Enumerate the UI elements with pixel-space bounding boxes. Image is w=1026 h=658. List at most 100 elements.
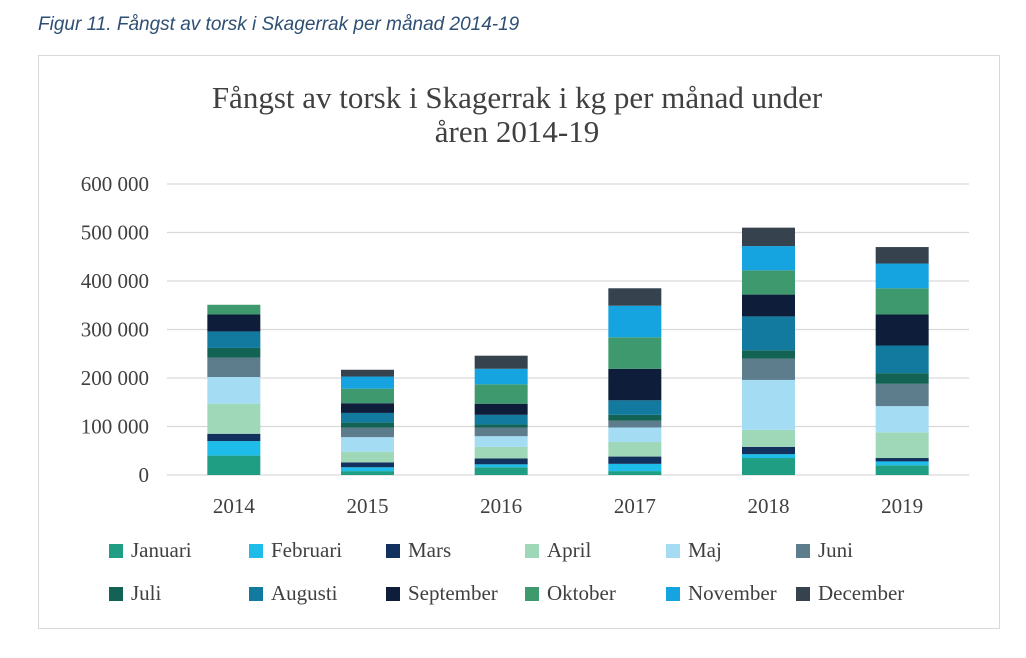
bar-segment-februari — [207, 441, 261, 456]
bar-segment-augusti — [742, 316, 795, 351]
bar-segment-juni — [341, 427, 394, 438]
gridlines — [167, 183, 969, 476]
bar-segment-februari — [875, 461, 929, 466]
bar-segment-juni — [608, 420, 662, 428]
bar-stack-2015 — [341, 369, 394, 475]
bar-segment-juli — [608, 414, 662, 421]
chart-frame: Fångst av torsk i Skagerrak i kg per mån… — [38, 55, 1000, 629]
bar-segment-juni — [474, 427, 528, 437]
y-tick-label: 500 000 — [81, 221, 149, 245]
y-tick-label: 600 000 — [81, 172, 149, 196]
bar-segment-oktober — [608, 337, 662, 369]
bar-stack-2016 — [474, 355, 528, 475]
y-tick-label: 300 000 — [81, 318, 149, 342]
legend-label: Maj — [688, 538, 722, 562]
legend-swatch — [525, 587, 539, 601]
bar-segment-april — [875, 432, 929, 459]
bar-segment-mars — [608, 456, 662, 464]
y-tick-label: 200 000 — [81, 366, 149, 390]
bar-segment-november — [341, 376, 394, 389]
legend-label: September — [408, 581, 498, 605]
legend-label: Juli — [131, 581, 162, 605]
chart-title-line-2: åren 2014-19 — [435, 114, 599, 149]
figure-caption: Figur 11. Fångst av torsk i Skagerrak pe… — [38, 14, 520, 35]
bar-segment-juli — [474, 424, 528, 428]
bar-segment-januari — [207, 455, 261, 475]
bar-segment-mars — [875, 458, 929, 462]
x-tick-label: 2016 — [480, 494, 522, 518]
legend-item-augusti: Augusti — [249, 581, 338, 605]
bar-segment-augusti — [207, 331, 261, 348]
legend-label: Januari — [131, 538, 192, 562]
legend-item-september: September — [386, 581, 498, 605]
bar-segment-juli — [207, 347, 261, 358]
y-axis-ticks: 0 100 000 200 000 300 000 400 000 500 000 600 … — [81, 172, 149, 487]
bars — [207, 227, 929, 475]
stacked-bar-chart: Fångst av torsk i Skagerrak i kg per mån… — [81, 80, 969, 605]
y-tick-label: 400 000 — [81, 269, 149, 293]
bar-stack-2018 — [742, 227, 795, 475]
legend-item-maj: Maj — [666, 538, 722, 562]
bar-segment-mars — [341, 462, 394, 468]
legend-item-mars: Mars — [386, 538, 451, 562]
chart-title-line-1: Fångst av torsk i Skagerrak i kg per mån… — [212, 80, 823, 115]
bar-segment-maj — [474, 436, 528, 447]
bar-segment-februari — [474, 464, 528, 468]
legend-label: December — [818, 581, 904, 605]
legend-label: November — [688, 581, 777, 605]
legend-item-april: April — [525, 538, 591, 562]
x-tick-label: 2019 — [881, 494, 923, 518]
legend-item-juni: Juni — [796, 538, 853, 562]
x-tick-label: 2017 — [614, 494, 656, 518]
bar-segment-november — [474, 368, 528, 385]
bar-segment-november — [742, 246, 795, 271]
bar-segment-april — [474, 446, 528, 459]
bar-segment-januari — [474, 467, 528, 475]
bar-segment-maj — [742, 379, 795, 430]
bar-segment-december — [474, 355, 528, 369]
x-tick-label: 2014 — [213, 494, 256, 518]
bar-segment-oktober — [474, 384, 528, 404]
x-tick-label: 2018 — [748, 494, 790, 518]
bar-segment-mars — [742, 446, 795, 455]
bar-segment-juni — [875, 383, 929, 407]
bar-segment-februari — [742, 454, 795, 459]
bar-segment-februari — [608, 463, 662, 472]
legend-swatch — [109, 587, 123, 601]
legend-swatch — [525, 544, 539, 558]
bar-segment-oktober — [341, 388, 394, 404]
legend: Januari Februari Mars April Maj Juni Juli Augus… — [109, 538, 904, 605]
legend-swatch — [109, 544, 123, 558]
bar-segment-april — [742, 429, 795, 447]
legend-swatch — [666, 587, 680, 601]
x-axis-ticks: 2014 2015 2016 2017 2018 2019 — [213, 494, 923, 518]
legend-swatch — [249, 544, 263, 558]
bar-segment-november — [875, 263, 929, 289]
legend-label: April — [547, 538, 591, 562]
bar-segment-oktober — [875, 288, 929, 315]
bar-segment-december — [341, 369, 394, 377]
bar-segment-mars — [474, 458, 528, 465]
bar-segment-september — [608, 368, 662, 401]
legend-label: Augusti — [271, 581, 338, 605]
legend-item-november: November — [666, 581, 777, 605]
bar-segment-augusti — [474, 414, 528, 425]
x-tick-label: 2015 — [347, 494, 389, 518]
legend-swatch — [796, 587, 810, 601]
bar-segment-maj — [207, 377, 261, 404]
legend-swatch — [249, 587, 263, 601]
bar-segment-september — [207, 314, 261, 332]
legend-item-februari: Februari — [249, 538, 342, 562]
bar-segment-maj — [875, 406, 929, 433]
bar-segment-april — [207, 403, 261, 434]
bar-segment-september — [875, 314, 929, 346]
bar-stack-2014 — [207, 304, 261, 475]
bar-segment-januari — [341, 471, 394, 475]
bar-segment-juli — [341, 422, 394, 428]
bar-segment-juli — [875, 373, 929, 384]
bar-segment-september — [341, 403, 394, 413]
legend-label: Februari — [271, 538, 342, 562]
bar-segment-september — [742, 294, 795, 317]
bar-segment-december — [608, 288, 662, 306]
bar-segment-januari — [608, 471, 662, 475]
